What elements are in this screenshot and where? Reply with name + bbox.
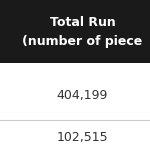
Text: Total Run: Total Run bbox=[50, 16, 115, 29]
Text: (number of piece: (number of piece bbox=[22, 36, 143, 48]
Bar bbox=[0, 0, 150, 63]
Text: 404,199: 404,199 bbox=[57, 90, 108, 102]
Text: 102,515: 102,515 bbox=[57, 132, 108, 144]
